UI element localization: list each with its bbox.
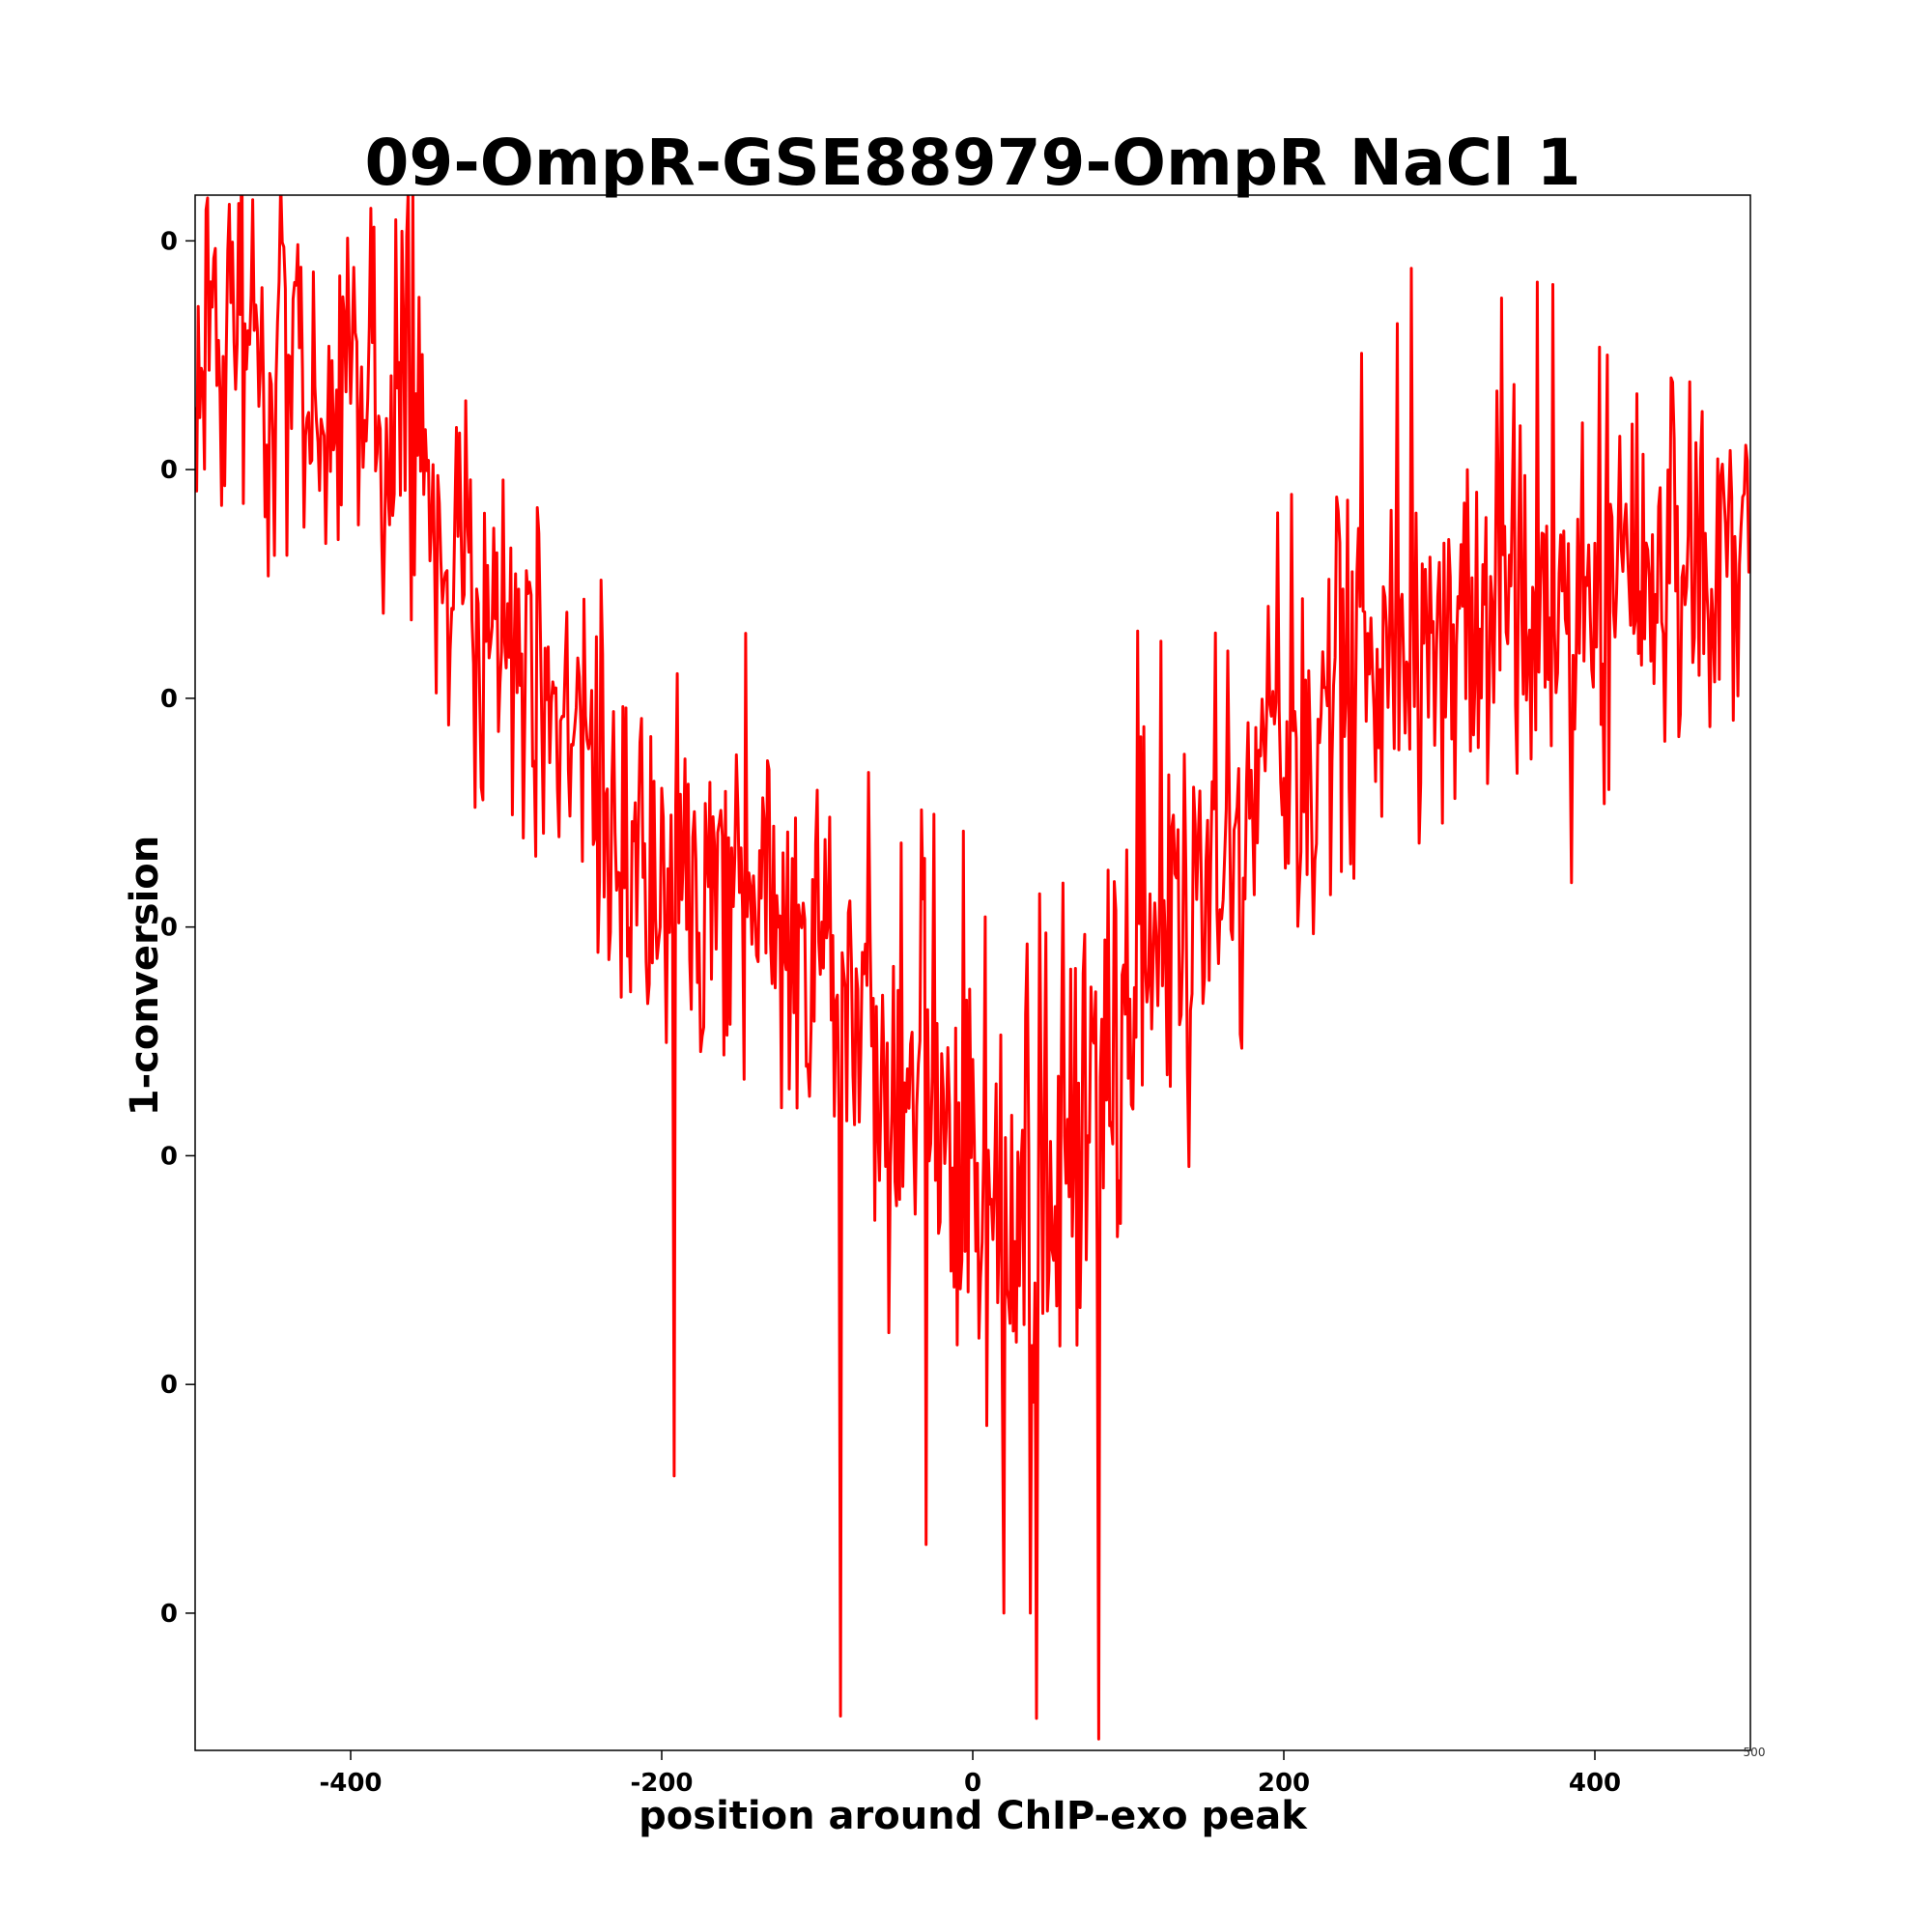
y-tick-label: 0: [160, 914, 178, 943]
y-axis: 0 0 0 0 0 0 0: [160, 227, 195, 1629]
x-tick-label: -400: [319, 1769, 382, 1798]
x-axis-label: position around ChIP-exo peak: [639, 1794, 1308, 1838]
y-tick-label: 0: [160, 227, 178, 256]
x-tick-label: 0: [964, 1769, 981, 1798]
chart-title: 09-OmpR-GSE88979-OmpR NaCl 1: [364, 126, 1580, 200]
y-tick-label: 0: [160, 1371, 178, 1400]
plot-area: [194, 194, 1751, 1751]
series-line: [195, 195, 1750, 1741]
x-tick-label: 200: [1258, 1769, 1310, 1798]
plot-frame: [194, 194, 1751, 1751]
y-tick-label: 0: [160, 1142, 178, 1171]
y-tick-label: 0: [160, 685, 178, 714]
x-tick-label: -200: [630, 1769, 693, 1798]
y-tick-label: 0: [160, 1600, 178, 1629]
y-axis-label: 1-conversion: [123, 836, 167, 1117]
x-axis-offset-label: 500: [1744, 1746, 1766, 1759]
x-axis: -400 -200 0 200 400: [319, 1750, 1621, 1798]
y-tick-label: 0: [160, 456, 178, 485]
x-tick-label: 400: [1569, 1769, 1621, 1798]
